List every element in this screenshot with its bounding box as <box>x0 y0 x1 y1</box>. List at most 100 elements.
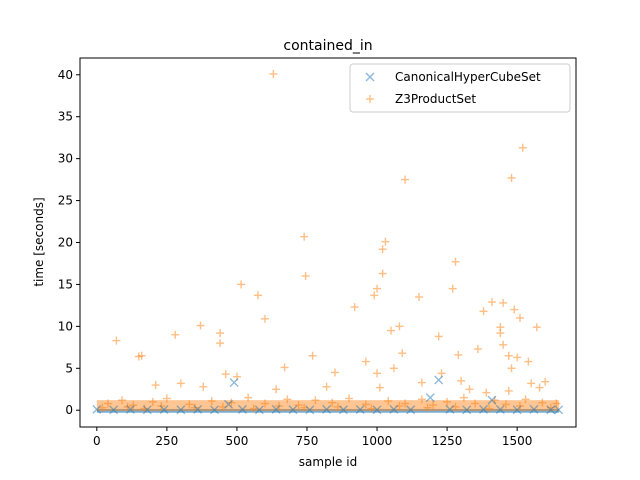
z3-point <box>459 393 468 402</box>
canonical-point <box>355 405 365 415</box>
canonical-point <box>425 393 435 403</box>
z3-point <box>417 378 426 387</box>
x-axis-label: sample id <box>299 455 357 469</box>
z3-point <box>541 377 550 386</box>
z3-point <box>171 330 180 339</box>
x-tick-label: 250 <box>155 434 178 448</box>
z3-point <box>227 398 236 407</box>
z3-point <box>387 326 396 335</box>
plot-area <box>92 69 564 415</box>
z3-point <box>207 397 216 406</box>
z3-point <box>375 383 384 392</box>
z3-point <box>148 397 157 406</box>
z3-point <box>437 369 446 378</box>
axes: 0 250 500 750 1000 1250 1500 0 5 10 15 20 25 30 35 40 <box>58 57 577 448</box>
x-tick-label: 1250 <box>432 434 463 448</box>
z3-point <box>301 272 310 281</box>
canonical-point <box>109 405 119 415</box>
z3-point <box>487 298 496 307</box>
z3-point <box>384 397 393 406</box>
z3-point <box>176 379 185 388</box>
legend-marker-z3 <box>366 95 374 103</box>
chart-title: contained_in <box>283 38 372 54</box>
z3-point <box>129 401 138 410</box>
z3-point <box>294 401 303 410</box>
z3-point <box>499 340 508 349</box>
canonical-point <box>224 399 234 409</box>
z3-point <box>269 69 278 78</box>
canonical-point <box>445 404 455 414</box>
y-axis-label: time [seconds] <box>32 197 46 286</box>
canonical-point <box>271 404 281 414</box>
z3-point <box>417 395 426 404</box>
canonical-point <box>193 404 203 414</box>
z3-point <box>237 280 246 289</box>
z3-point <box>398 349 407 358</box>
z3-point <box>118 396 127 405</box>
canonical-point <box>288 405 298 415</box>
canonical-point <box>529 404 539 414</box>
canonical-point <box>92 404 102 414</box>
z3-point <box>521 395 530 404</box>
x-tick-label: 750 <box>296 434 319 448</box>
z3-point <box>451 257 460 266</box>
canonical-point <box>176 405 186 415</box>
canonical-point <box>406 405 416 415</box>
canonical-point <box>554 405 564 415</box>
canonical-point <box>305 405 315 415</box>
x-tick-label: 0 <box>93 434 101 448</box>
z3-point <box>401 399 410 408</box>
z3-point <box>507 173 516 182</box>
z3-point <box>515 313 524 322</box>
canonical-point <box>322 404 332 414</box>
z3-point <box>504 386 513 395</box>
canonical-point <box>546 405 556 415</box>
z3-point <box>429 401 438 410</box>
z3-point <box>496 329 505 338</box>
canonical-point <box>125 404 135 414</box>
z3-point <box>249 404 258 413</box>
z3-point <box>112 336 121 345</box>
z3-point <box>190 403 199 412</box>
z3-point <box>221 370 230 379</box>
canonical-point <box>495 405 505 415</box>
baseline-cluster-z3 <box>96 400 560 412</box>
z3-point <box>260 314 269 323</box>
canonical-point <box>389 404 399 414</box>
z3-point <box>244 393 253 402</box>
y-tick-label: 15 <box>58 277 73 291</box>
z3-point <box>454 350 463 359</box>
y-tick-label: 25 <box>58 194 73 208</box>
canonical-point <box>479 404 489 414</box>
z3-point <box>260 399 269 408</box>
z3-point <box>479 307 488 316</box>
z3-point <box>350 303 359 312</box>
z3-point <box>345 394 354 403</box>
z3-point <box>482 388 491 397</box>
z3-point <box>361 400 370 409</box>
x-tick-label: 1500 <box>502 434 533 448</box>
z3-point <box>378 269 387 278</box>
plot-frame <box>79 57 577 428</box>
z3-point <box>504 351 513 360</box>
y-tick-label: 30 <box>58 152 73 166</box>
z3-point <box>471 399 480 408</box>
z3-point <box>151 381 160 390</box>
z3-point <box>535 383 544 392</box>
z3-point <box>370 291 379 300</box>
z3-point <box>300 232 309 241</box>
z3-point <box>423 403 432 412</box>
z3-point <box>272 385 281 394</box>
z3-point <box>532 323 541 332</box>
legend-label-z3: Z3ProductSet <box>395 92 476 106</box>
canonical-point <box>338 405 348 415</box>
z3-point <box>499 298 508 307</box>
z3-point <box>98 403 107 412</box>
z3-point <box>434 332 443 341</box>
canonical-point <box>229 378 239 388</box>
z3-point <box>328 398 337 407</box>
legend: CanonicalHyperCubeSet Z3ProductSet <box>349 63 571 113</box>
z3-point <box>518 143 527 152</box>
z3-point <box>137 351 146 360</box>
